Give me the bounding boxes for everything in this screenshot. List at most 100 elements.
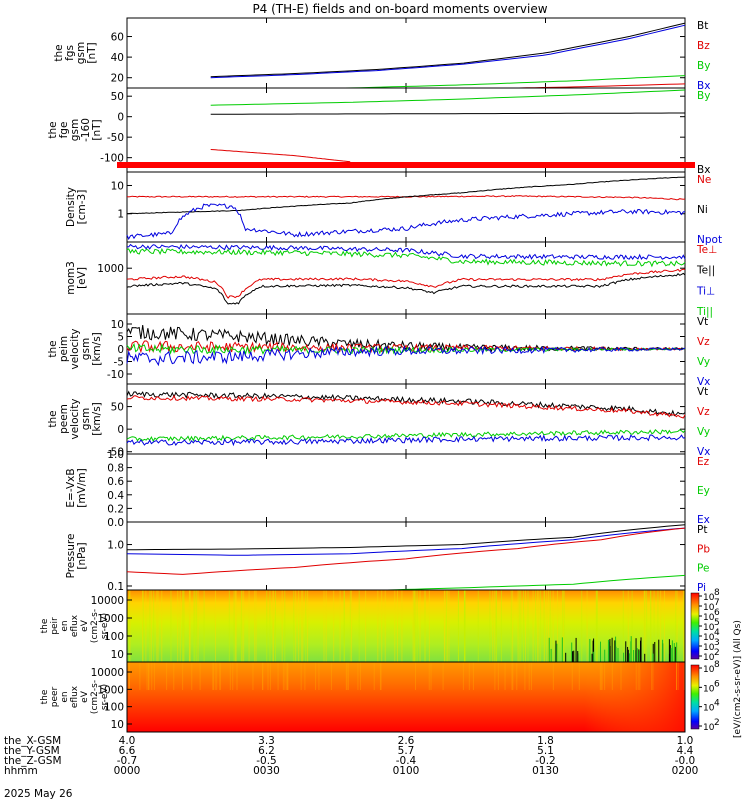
y-tick-label: 1.0 [107,449,124,461]
x-axis-value: 1.8 [537,735,554,747]
legend-entry-efield: Ez [697,456,710,468]
y-axis-label: [mV/m] [76,468,88,507]
x-axis-value: 4.4 [677,745,694,757]
y-axis-label: [km/s] [91,332,103,366]
x-axis-row-label: hhmm [4,765,38,777]
colorbar-tick-exponent: 8 [714,588,720,598]
colorbar-tick-exponent: 6 [714,679,720,689]
legend-entry-fge: By [697,90,710,102]
x-axis-row-label: the_X-GSM [4,735,61,747]
y-tick-label: 0.2 [107,503,124,515]
legend-entry-temp: Te⊥ [696,244,717,256]
y-axis-label: Density [65,187,77,227]
legend-entry-peim: Vt [697,316,708,328]
red-band [117,162,695,168]
y-axis-label: mom3 [65,261,77,295]
colorbar-tick-exponent: 7 [714,598,720,608]
y-tick-label: 10000 [91,595,124,607]
y-tick-label: -5 [114,357,124,369]
panel-fgs: 20 40 60 the fgs gsm [nT] Bt Bz By Bx [53,17,710,92]
y-axis-label: eV [80,619,90,632]
y-axis-label: gsm [69,119,81,141]
y-axis-label: [eV] [76,267,88,289]
x-axis-value: 6.6 [119,745,136,757]
series-line-By [210,89,686,106]
y-axis-label: sr-eV) [100,684,110,710]
legend-entry-den: Ne [697,174,711,186]
legend-entry-press: Pt [697,524,707,536]
legend-entry-fge: Bx [697,164,710,176]
legend-entry-peem: Vt [697,386,708,398]
series-line-Te|| [126,272,686,305]
y-axis-label: sr-eV) [100,613,110,639]
legend-entry-fgs: Bz [697,40,710,52]
y-axis-label: the [47,410,59,427]
y-tick-label: 10 [111,319,124,331]
spectrogram-frame [126,661,686,733]
y-tick-label: 60 [111,32,124,44]
y-tick-label: 0 [117,424,124,436]
series-line-Pb [126,527,686,575]
colorbar-tick-label: 10 [703,623,715,633]
legend-entry-fgs: By [697,60,710,72]
legend-entry-peem: Vx [697,446,710,458]
y-tick-label: -10 [107,369,124,381]
x-axis-value: 0030 [253,765,280,777]
y-axis-label: gsm [80,408,92,430]
y-axis-label: the [40,618,50,633]
legend-entry-efield: Ey [697,485,710,497]
y-axis-label: en [60,620,70,631]
x-axis-value: 0100 [393,765,420,777]
legend-entry-temp: Ti⊥ [696,285,715,297]
y-axis-label: gsm [80,338,92,360]
legend-entry-peem: Vz [697,406,710,418]
y-tick-label: 0 [117,112,124,124]
y-tick-label: 0.8 [107,463,124,475]
y-tick-label: 10 [111,719,124,731]
panel-den: 1 10 Density [cm-3] Ne Ni Npot [65,171,722,246]
y-axis-label: peir [50,617,60,635]
y-axis-label: [cm-3] [76,190,88,225]
colorbar-tick-label: 10 [703,704,715,714]
y-tick-label: -100 [100,153,124,165]
y-axis-label: [nPa] [76,542,88,569]
series-line-Ti⊥ [126,243,686,261]
y-axis-label: -160 [80,118,92,142]
series-line-Vx [126,345,686,367]
series-line-Bx [210,112,685,115]
colorbar-tick-label: 10 [703,684,715,694]
legend-entry-efield: Ex [697,514,710,526]
spectrogram-peir: 10000 1000 100 10 the peir en eflux eV (cm2-s-sr-… [40,588,720,663]
y-axis-label: velocity [69,328,81,369]
series-line-Ni [127,176,686,215]
panel-frame-den [126,171,686,243]
colorbar [690,592,700,660]
series-line-Vx [126,434,686,447]
y-tick-label: 1000 [97,613,124,625]
y-tick-label: 1 [117,209,124,221]
series-line-Ti|| [126,247,686,268]
x-axis-value: 0000 [114,765,141,777]
x-axis-value: -0.2 [535,755,556,767]
x-axis-row-label: the_Y-GSM [4,745,60,757]
colorbar-tick-exponent: 6 [714,608,720,618]
y-tick-label: 10 [111,649,124,661]
y-axis-label: [nT] [91,119,103,140]
colorbar-tick-exponent: 2 [714,648,720,658]
y-tick-label: 20 [111,73,124,85]
legend-entry-press: Pe [697,563,709,575]
y-tick-label: 100 [104,702,124,714]
legend-entry-den: Npot [697,234,722,246]
series-line-Bt [210,22,686,78]
series-line-Te⊥ [126,268,686,299]
colorbar-tick-label: 10 [703,723,715,733]
series-line-Pt [127,524,686,551]
x-axis-value: 6.2 [258,745,275,757]
x-axis-value: 5.1 [537,745,554,757]
series-line-Bz [210,83,686,89]
y-tick-label: 1000 [97,263,124,275]
legend-entry-temp: Ti|| [696,306,713,318]
colorbar-tick-exponent: 4 [714,699,720,709]
panel-temp: 1000 mom3 [eV] Te⊥ Te|| Ti⊥ Ti|| [65,241,717,318]
